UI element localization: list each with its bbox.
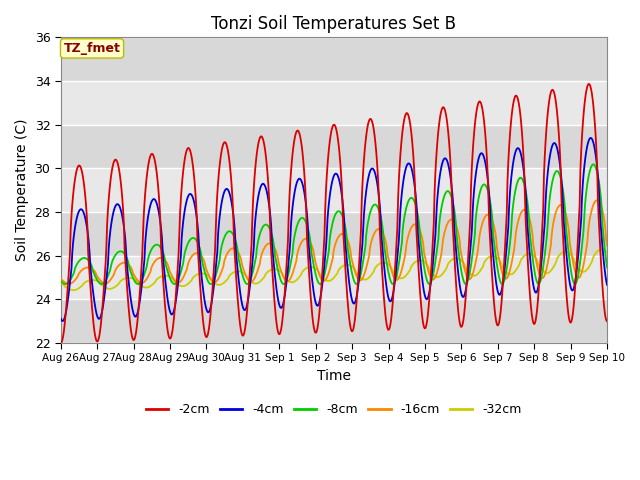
-16cm — [124, 261, 132, 267]
-2cm — [207, 303, 215, 309]
-2cm — [416, 290, 424, 296]
-4cm — [208, 297, 216, 303]
Legend: -2cm, -4cm, -8cm, -16cm, -32cm: -2cm, -4cm, -8cm, -16cm, -32cm — [141, 398, 527, 421]
-2cm — [179, 176, 186, 182]
-16cm — [208, 278, 216, 284]
-4cm — [603, 282, 611, 288]
Bar — [61, 256, 607, 300]
-4cm — [417, 264, 425, 270]
-4cm — [588, 135, 595, 141]
Line: -8cm: -8cm — [61, 164, 607, 284]
-8cm — [57, 278, 65, 284]
-2cm — [67, 226, 75, 231]
Line: -4cm: -4cm — [61, 138, 607, 321]
-2cm — [123, 282, 131, 288]
-4cm — [401, 169, 409, 175]
-16cm — [593, 197, 601, 203]
-4cm — [57, 316, 65, 322]
-4cm — [179, 219, 187, 225]
Title: Tonzi Soil Temperatures Set B: Tonzi Soil Temperatures Set B — [211, 15, 456, 33]
-32cm — [208, 278, 216, 284]
-16cm — [417, 230, 425, 236]
-32cm — [67, 287, 75, 293]
-2cm — [401, 117, 408, 123]
Y-axis label: Soil Temperature (C): Soil Temperature (C) — [15, 119, 29, 262]
-8cm — [603, 264, 611, 270]
-32cm — [69, 287, 77, 293]
-2cm — [603, 318, 611, 324]
Bar — [61, 168, 607, 212]
-16cm — [65, 281, 72, 287]
Line: -2cm: -2cm — [61, 84, 607, 343]
-4cm — [68, 265, 76, 271]
-32cm — [417, 258, 425, 264]
-32cm — [124, 275, 132, 281]
-32cm — [179, 283, 187, 289]
-8cm — [416, 234, 424, 240]
-8cm — [67, 276, 75, 282]
-4cm — [124, 270, 132, 276]
-16cm — [57, 276, 65, 282]
-8cm — [462, 281, 470, 287]
-16cm — [68, 280, 76, 286]
Bar — [61, 81, 607, 125]
-8cm — [401, 216, 408, 221]
Text: TZ_fmet: TZ_fmet — [63, 42, 120, 55]
-8cm — [123, 255, 131, 261]
-32cm — [598, 247, 605, 252]
Bar — [61, 212, 607, 256]
-8cm — [589, 161, 597, 167]
-16cm — [179, 275, 187, 280]
-2cm — [585, 81, 593, 87]
-4cm — [58, 318, 66, 324]
-8cm — [179, 264, 186, 269]
Bar — [61, 300, 607, 343]
-32cm — [57, 280, 65, 286]
-16cm — [603, 243, 611, 249]
Bar — [61, 125, 607, 168]
Line: -32cm: -32cm — [61, 250, 607, 290]
-8cm — [207, 281, 215, 287]
-2cm — [57, 340, 65, 346]
Bar — [61, 37, 607, 81]
-32cm — [603, 249, 611, 255]
Line: -16cm: -16cm — [61, 200, 607, 284]
-16cm — [401, 253, 409, 259]
-32cm — [401, 274, 409, 279]
X-axis label: Time: Time — [317, 369, 351, 383]
